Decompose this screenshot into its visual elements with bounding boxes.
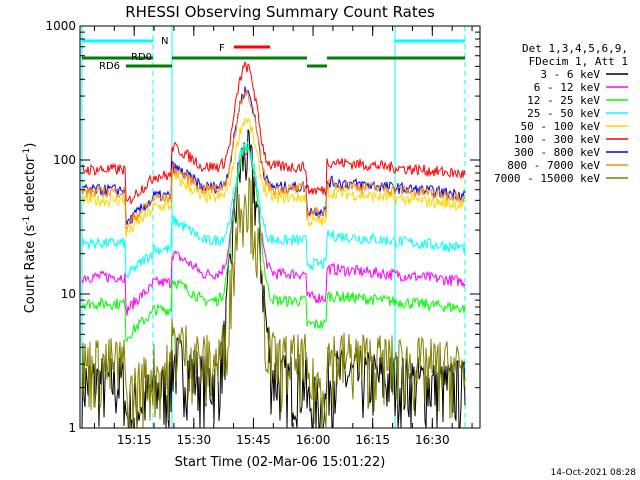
series-line-3 [81, 140, 466, 279]
x-axis-label: Start Time (02-Mar-06 15:01:22) [175, 455, 386, 470]
legend-entry-label-1: 6 - 12 keV [534, 81, 601, 94]
legend-entry-label-4: 50 - 100 keV [521, 120, 601, 133]
series-line-0 [81, 129, 466, 429]
y-axis-label-sup1: -1 [22, 216, 32, 225]
x-tick-label-2: 15:45 [236, 433, 271, 447]
x-tick-label-0: 15:15 [117, 433, 152, 447]
y-tick-label-2: 100 [53, 153, 76, 167]
y-tick-label-0: 1 [68, 421, 76, 435]
x-tick-label-1: 15:30 [177, 433, 212, 447]
rd6-flag-label: RD6 [99, 61, 120, 72]
x-tick-label-4: 16:15 [355, 433, 390, 447]
date-stamp: 14-Oct-2021 08:28 [551, 468, 637, 478]
y-axis-label-sup2: -1 [22, 148, 32, 157]
chart-title: RHESSI Observing Summary Count Rates [125, 3, 435, 21]
legend-header-1: Det 1,3,4,5,6,9, [522, 42, 628, 55]
series-line-4 [81, 117, 466, 238]
y-axis-label-mid: detector [23, 156, 38, 216]
legend-entry-label-0: 3 - 6 keV [540, 68, 600, 81]
rd0-flag-label: RD0 [131, 52, 152, 63]
legend-entry-label-2: 12 - 25 keV [527, 94, 600, 107]
legend-entry-label-7: 800 - 7000 keV [507, 159, 600, 172]
series-line-5 [81, 61, 466, 204]
legend-entry-label-8: 7000 - 15000 keV [494, 172, 600, 185]
legend-entry-label-6: 300 - 800 keV [514, 146, 600, 159]
plot-frame [79, 25, 481, 429]
x-tick-label-3: 16:00 [296, 433, 331, 447]
x-tick-label-5: 16:30 [415, 433, 450, 447]
series-line-1 [81, 145, 466, 316]
axes: 1 10 100 1000 15:15 15:30 15:45 16:00 16:15 16:30 [45, 19, 481, 447]
series-line-8 [81, 177, 466, 429]
flare-flag-label: F [219, 43, 225, 54]
series-line-7 [81, 89, 466, 231]
y-axis-label-main: Count Rate (s [23, 225, 38, 314]
legend-entry-label-5: 100 - 300 keV [514, 133, 600, 146]
legend-header-2: FDecim 1, Att 1 [529, 55, 628, 68]
y-tick-label-1: 10 [61, 287, 76, 301]
plot-area: N F RD0 RD6 [81, 26, 466, 429]
legend-entry-label-3: 25 - 50 keV [527, 107, 600, 120]
legend: Det 1,3,4,5,6,9, FDecim 1, Att 1 3 - 6 k… [494, 42, 628, 185]
series-line-2 [81, 144, 466, 342]
y-tick-label-3: 1000 [45, 19, 76, 33]
night-flag-label: N [161, 36, 168, 47]
y-axis-label: Count Rate (s-1 detector-1) [22, 143, 38, 314]
series-line-6 [81, 86, 466, 225]
y-axis-label-end: ) [23, 143, 38, 148]
